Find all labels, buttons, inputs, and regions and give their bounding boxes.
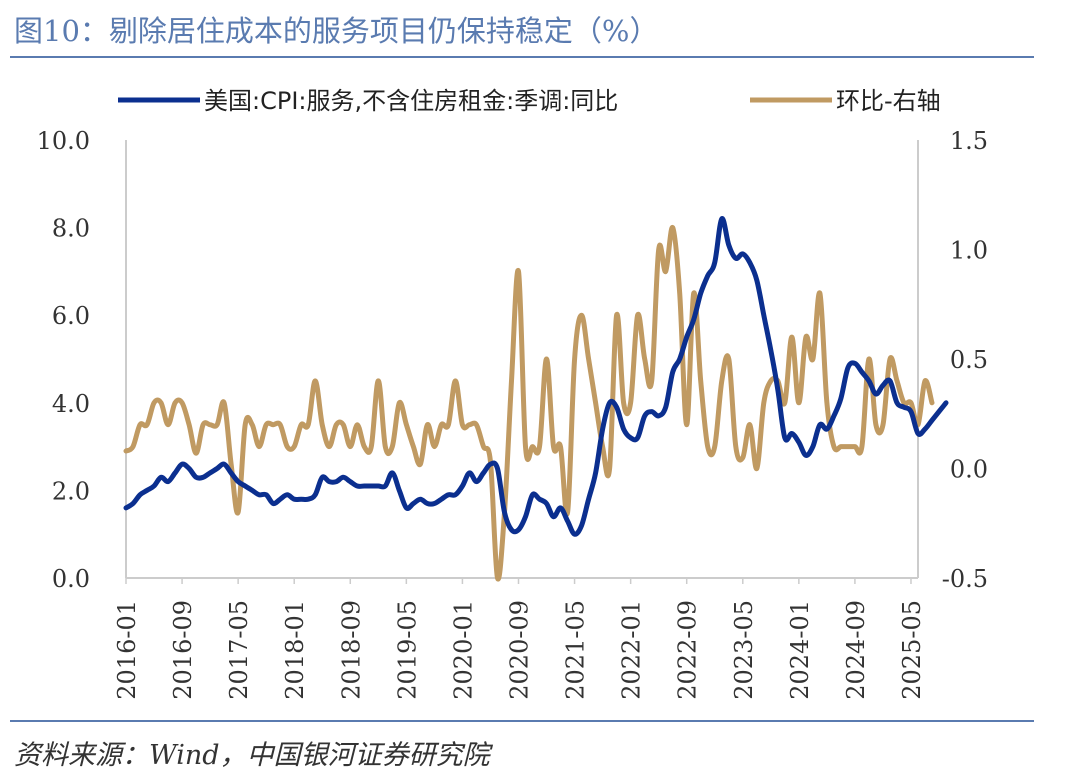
x-tick-label: 2022-01: [618, 600, 646, 700]
series-line-cpi: [123, 216, 949, 537]
y-right-tick-label: -0.5: [942, 565, 988, 593]
x-tick-label: 2020-01: [449, 600, 477, 700]
x-tick-label: 2016-01: [113, 600, 141, 700]
x-tick-label: 2018-01: [281, 600, 309, 700]
y-left-tick-label: 10.0: [37, 127, 90, 155]
x-tick-label: 2016-09: [169, 600, 197, 700]
series-layer: [123, 216, 949, 582]
legend-label-cpi: 美国:CPI:服务,不含住房租金:季调:同比: [204, 87, 618, 115]
right-axis-ticks: -0.5 0.0 0.5 1.0 1.5: [942, 127, 988, 593]
figure-title: 图10：剔除居住成本的服务项目仍保持稳定（%）: [14, 14, 659, 48]
y-left-tick-label: 0.0: [52, 565, 90, 593]
x-tick-label: 2024-01: [786, 600, 814, 700]
x-tick-label: 2021-05: [562, 600, 590, 700]
y-left-tick-label: 2.0: [52, 477, 90, 505]
y-left-tick-label: 6.0: [52, 302, 90, 330]
y-right-tick-label: 0.0: [950, 456, 988, 484]
x-tick-label: 2019-05: [393, 600, 421, 700]
x-axis-ticks: 2016-01 2016-09 2017-05 2018-01 2018-09 2019-…: [113, 578, 926, 700]
left-axis-ticks: 0.0 2.0 4.0 6.0 8.0 10.0: [37, 127, 90, 593]
legend: 美国:CPI:服务,不含住房租金:季调:同比 环比-右轴: [118, 87, 941, 115]
x-tick-label: 2017-05: [225, 600, 253, 700]
x-tick-label: 2020-09: [505, 600, 533, 700]
bottom-rule: [10, 720, 1034, 722]
x-tick-label: 2023-05: [730, 600, 758, 700]
y-left-tick-label: 8.0: [52, 215, 90, 243]
y-left-tick-label: 4.0: [52, 390, 90, 418]
series-line-mom: [123, 225, 935, 582]
x-tick-label: 2025-05: [898, 600, 926, 700]
source-note: 资料来源：Wind，中国银河证券研究院: [14, 740, 490, 771]
x-tick-label: 2018-09: [337, 600, 365, 700]
x-tick-label: 2024-09: [842, 600, 870, 700]
y-right-tick-label: 1.0: [950, 237, 988, 265]
chart-area: 美国:CPI:服务,不含住房租金:季调:同比 环比-右轴 0.0 2.0 4.0 6.…: [37, 87, 988, 700]
y-right-tick-label: 1.5: [950, 127, 988, 155]
legend-label-mom: 环比-右轴: [836, 87, 941, 115]
x-tick-label: 2022-09: [674, 600, 702, 700]
top-rule: [10, 56, 1034, 58]
y-right-tick-label: 0.5: [950, 346, 988, 374]
